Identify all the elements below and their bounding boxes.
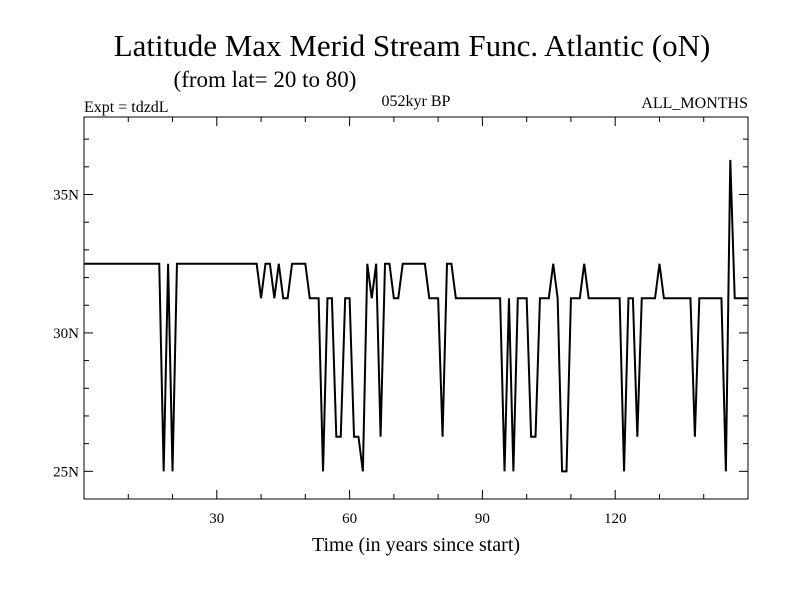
y-tick-label: 30N bbox=[53, 326, 79, 342]
chart-subtitle: (from lat= 20 to 80) bbox=[174, 67, 357, 92]
x-tick-label: 120 bbox=[604, 511, 627, 527]
x-axis: 30 60 90 120 bbox=[127, 117, 705, 527]
y-axis: 25N 30N 35N bbox=[53, 138, 748, 500]
x-axis-label: Time (in years since start) bbox=[312, 534, 520, 556]
y-tick-label: 35N bbox=[53, 188, 79, 204]
chart-title: Latitude Max Merid Stream Func. Atlantic… bbox=[114, 28, 711, 63]
experiment-label: Expt = tdzdL bbox=[84, 99, 169, 116]
series-line bbox=[84, 159, 748, 473]
series-group bbox=[84, 159, 748, 473]
months-label: ALL_MONTHS bbox=[641, 95, 748, 112]
plot-frame bbox=[83, 116, 749, 500]
x-tick-label: 90 bbox=[475, 511, 490, 527]
x-tick-label: 60 bbox=[342, 511, 357, 527]
period-label: 052kyr BP bbox=[382, 93, 451, 110]
x-tick-label: 30 bbox=[209, 511, 224, 527]
y-tick-label: 25N bbox=[53, 464, 79, 480]
